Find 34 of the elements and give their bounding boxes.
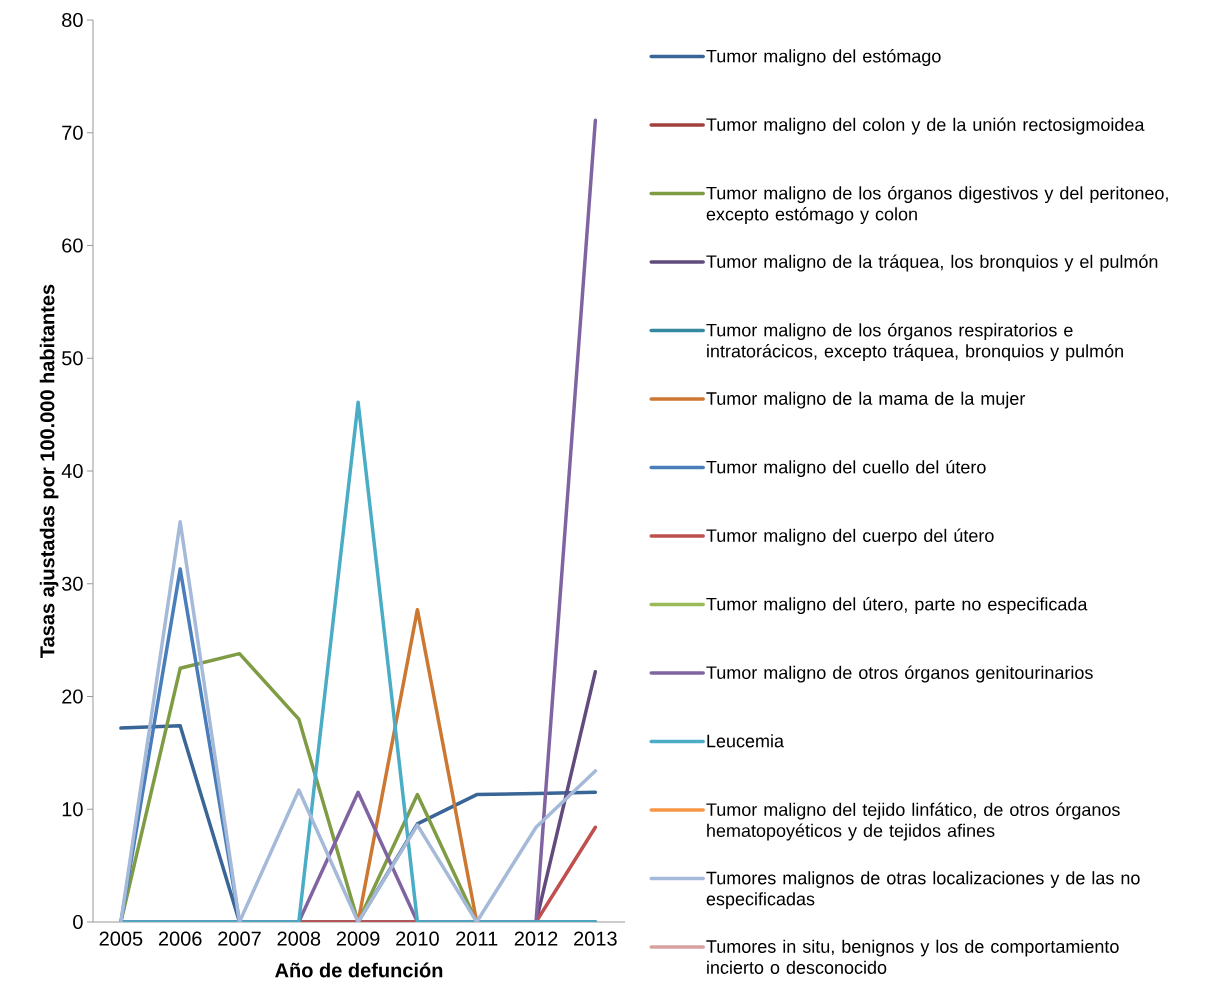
legend-label: Tumor maligno de otros órganos genitourinarios [706, 665, 1093, 683]
y-axis-title: Tasas ajustadas por 100.000 habitantes [39, 284, 59, 658]
legend-label: Tumor maligno del útero, parte no especificada [706, 597, 1088, 615]
legend-label: Tumor maligno del cuerpo del útero [706, 528, 994, 546]
legend-label: Tumores malignos de otras localizaciones y de las no especificadas [706, 871, 1140, 909]
x-tick-label: 2009 [336, 931, 380, 946]
legend-label: Tumor maligno del colon y de la unión rectosigmoidea [706, 117, 1145, 135]
legend-label: Tumor maligno de los órganos respiratorios e intratorácicos, excepto tráquea, bronquios y pulmón [706, 323, 1123, 362]
legend-label: Tumor maligno del estómago [706, 49, 941, 67]
y-tick-label: 50 [62, 351, 83, 366]
y-tick-label: 40 [61, 463, 83, 479]
legend-label: Tumor maligno de los órganos digestivos y del peritoneo, excepto estómago y colon [706, 186, 1168, 225]
legend-label: Tumor maligno de la tráquea, los bronquios y el pulmón [706, 254, 1158, 272]
y-tick-label: 80 [62, 12, 83, 28]
legend-label: Tumor maligno de la mama de la mujer [706, 391, 1026, 409]
x-tick-label: 2008 [277, 931, 321, 946]
x-tick-label: 2010 [396, 931, 439, 946]
y-tick-label: 0 [73, 914, 83, 930]
legend-label: Tumor maligno del tejido linfático, de otros órganos hematopoyéticos y de tejidos afines [706, 802, 1120, 841]
x-tick-label: 2013 [574, 931, 617, 946]
y-tick-label: 20 [62, 689, 83, 704]
legend-label: Tumores in situ, benignos y los de comportamiento incierto o desconocido [706, 939, 1119, 974]
x-axis-title: Año de defunción [275, 962, 443, 978]
y-tick-label: 10 [62, 802, 83, 817]
x-tick-label: 2005 [99, 931, 143, 946]
x-tick-label: 2006 [158, 931, 202, 946]
y-tick-label: 60 [62, 238, 83, 253]
y-tick-label: 70 [62, 125, 83, 140]
legend-label: Leucemia [707, 734, 784, 748]
legend-label: Tumor maligno del cuello del útero [706, 460, 986, 478]
x-tick-label: 2012 [514, 931, 558, 946]
x-tick-label: 2007 [218, 931, 261, 946]
x-tick-label: 2011 [456, 931, 498, 946]
y-tick-label: 30 [62, 576, 83, 591]
